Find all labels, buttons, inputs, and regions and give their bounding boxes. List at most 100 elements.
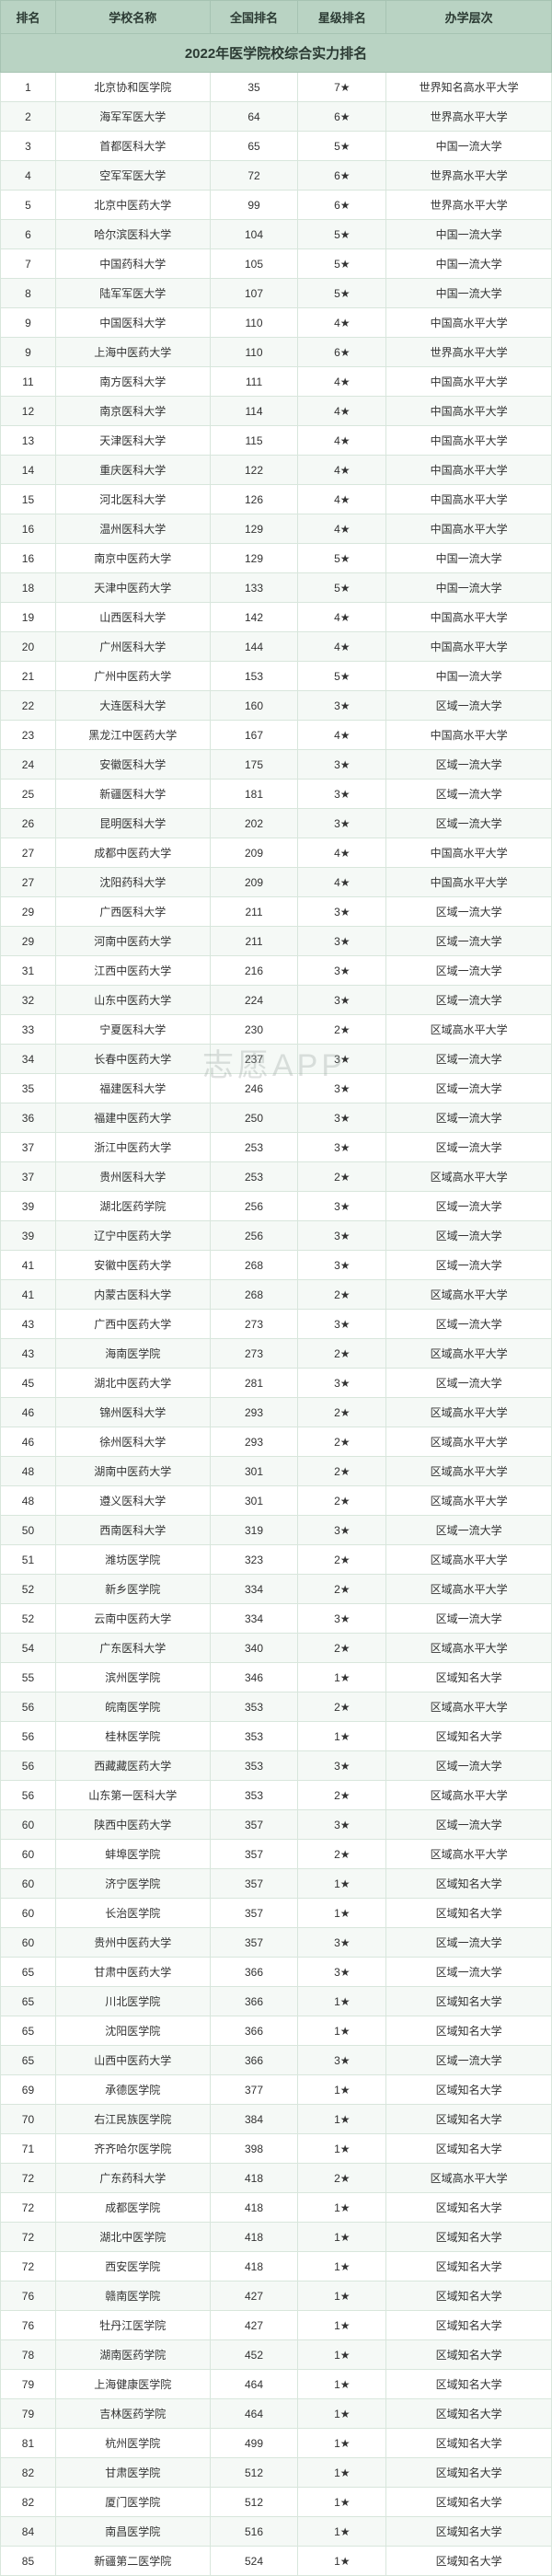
cell-name: 山西中医药大学	[55, 2046, 210, 2075]
cell-national: 110	[210, 308, 298, 338]
cell-name: 广西医科大学	[55, 897, 210, 927]
cell-level: 世界高水平大学	[386, 191, 552, 220]
cell-rank: 3	[1, 132, 56, 161]
cell-rank: 60	[1, 1810, 56, 1840]
cell-national: 346	[210, 1663, 298, 1692]
cell-name: 北京中医药大学	[55, 191, 210, 220]
cell-national: 384	[210, 2105, 298, 2134]
cell-star: 3★	[298, 1604, 386, 1634]
cell-star: 2★	[298, 1634, 386, 1663]
cell-national: 107	[210, 279, 298, 308]
cell-star: 3★	[298, 780, 386, 809]
cell-national: 418	[210, 2252, 298, 2281]
cell-star: 3★	[298, 1192, 386, 1221]
cell-national: 418	[210, 2223, 298, 2252]
cell-national: 366	[210, 1958, 298, 1987]
cell-name: 广州医科大学	[55, 632, 210, 662]
table-row: 39辽宁中医药大学2563★区域一流大学	[1, 1221, 552, 1251]
table-row: 79吉林医药学院4641★区域知名大学	[1, 2399, 552, 2429]
table-row: 69承德医学院3771★区域知名大学	[1, 2075, 552, 2105]
cell-star: 4★	[298, 485, 386, 514]
table-row: 82厦门医学院5121★区域知名大学	[1, 2488, 552, 2517]
cell-star: 4★	[298, 721, 386, 750]
cell-rank: 79	[1, 2370, 56, 2399]
cell-name: 贵州中医药大学	[55, 1928, 210, 1958]
cell-star: 5★	[298, 220, 386, 249]
cell-level: 区域高水平大学	[386, 2164, 552, 2193]
cell-level: 区域知名大学	[386, 2370, 552, 2399]
cell-national: 111	[210, 367, 298, 397]
cell-name: 河北医科大学	[55, 485, 210, 514]
cell-rank: 37	[1, 1162, 56, 1192]
table-row: 78湖南医药学院4521★区域知名大学	[1, 2340, 552, 2370]
cell-name: 福建中医药大学	[55, 1103, 210, 1133]
cell-star: 1★	[298, 2223, 386, 2252]
cell-rank: 6	[1, 220, 56, 249]
cell-name: 沈阳药科大学	[55, 868, 210, 897]
cell-rank: 29	[1, 897, 56, 927]
cell-rank: 31	[1, 956, 56, 986]
table-row: 32山东中医药大学2243★区域一流大学	[1, 986, 552, 1015]
table-row: 60陕西中医药大学3573★区域一流大学	[1, 1810, 552, 1840]
cell-level: 区域高水平大学	[386, 1398, 552, 1427]
cell-level: 区域一流大学	[386, 1251, 552, 1280]
cell-level: 区域高水平大学	[386, 1015, 552, 1045]
cell-national: 273	[210, 1310, 298, 1339]
cell-level: 区域一流大学	[386, 780, 552, 809]
cell-rank: 37	[1, 1133, 56, 1162]
cell-name: 山东中医药大学	[55, 986, 210, 1015]
cell-rank: 27	[1, 838, 56, 868]
table-row: 81杭州医学院4991★区域知名大学	[1, 2429, 552, 2458]
cell-star: 3★	[298, 986, 386, 1015]
cell-star: 2★	[298, 2164, 386, 2193]
cell-level: 区域知名大学	[386, 1722, 552, 1751]
table-header-row: 排名 学校名称 全国排名 星级排名 办学层次	[1, 1, 552, 34]
table-row: 65山西中医药大学3663★区域一流大学	[1, 2046, 552, 2075]
cell-star: 4★	[298, 632, 386, 662]
cell-rank: 78	[1, 2340, 56, 2370]
table-row: 23黑龙江中医药大学1674★中国高水平大学	[1, 721, 552, 750]
cell-level: 中国高水平大学	[386, 426, 552, 456]
table-row: 41安徽中医药大学2683★区域一流大学	[1, 1251, 552, 1280]
cell-rank: 52	[1, 1575, 56, 1604]
cell-name: 齐齐哈尔医学院	[55, 2134, 210, 2164]
cell-star: 4★	[298, 603, 386, 632]
cell-level: 区域知名大学	[386, 2340, 552, 2370]
cell-level: 区域知名大学	[386, 2399, 552, 2429]
cell-national: 366	[210, 2016, 298, 2046]
cell-national: 253	[210, 1162, 298, 1192]
cell-name: 湖南医药学院	[55, 2340, 210, 2370]
cell-name: 遵义医科大学	[55, 1486, 210, 1516]
cell-level: 区域知名大学	[386, 1663, 552, 1692]
cell-level: 区域高水平大学	[386, 1486, 552, 1516]
cell-name: 宁夏医科大学	[55, 1015, 210, 1045]
cell-level: 区域知名大学	[386, 2547, 552, 2576]
cell-name: 海南医学院	[55, 1339, 210, 1369]
cell-name: 吉林医药学院	[55, 2399, 210, 2429]
table-row: 25新疆医科大学1813★区域一流大学	[1, 780, 552, 809]
cell-name: 河南中医药大学	[55, 927, 210, 956]
cell-level: 中国高水平大学	[386, 397, 552, 426]
cell-name: 南京医科大学	[55, 397, 210, 426]
cell-national: 129	[210, 544, 298, 573]
table-row: 72西安医学院4181★区域知名大学	[1, 2252, 552, 2281]
cell-level: 世界高水平大学	[386, 161, 552, 191]
cell-rank: 39	[1, 1221, 56, 1251]
cell-national: 99	[210, 191, 298, 220]
cell-level: 区域知名大学	[386, 2016, 552, 2046]
table-row: 46徐州医科大学2932★区域高水平大学	[1, 1427, 552, 1457]
cell-name: 贵州医科大学	[55, 1162, 210, 1192]
table-row: 16温州医科大学1294★中国高水平大学	[1, 514, 552, 544]
cell-rank: 48	[1, 1486, 56, 1516]
cell-star: 1★	[298, 1869, 386, 1899]
cell-star: 5★	[298, 249, 386, 279]
cell-name: 西南医科大学	[55, 1516, 210, 1545]
cell-rank: 23	[1, 721, 56, 750]
cell-national: 202	[210, 809, 298, 838]
table-row: 56山东第一医科大学3532★区域高水平大学	[1, 1781, 552, 1810]
cell-star: 3★	[298, 691, 386, 721]
cell-star: 5★	[298, 132, 386, 161]
cell-name: 西藏藏医药大学	[55, 1751, 210, 1781]
cell-rank: 22	[1, 691, 56, 721]
cell-rank: 7	[1, 249, 56, 279]
